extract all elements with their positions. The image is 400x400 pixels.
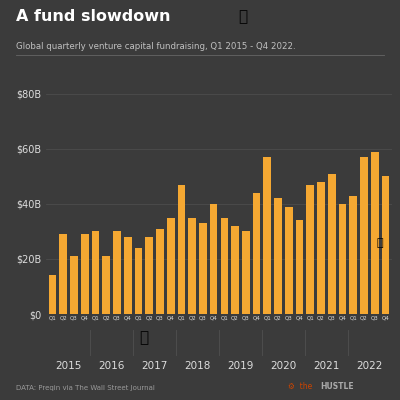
Bar: [102, 256, 110, 314]
Bar: [167, 218, 174, 314]
Bar: [59, 234, 67, 314]
Text: 🐌: 🐌: [377, 238, 384, 248]
Bar: [134, 248, 142, 314]
Point: [56, 312, 60, 316]
Text: 2016: 2016: [98, 361, 125, 371]
Text: 2015: 2015: [55, 361, 82, 371]
Point: [56, 312, 60, 317]
Text: 2021: 2021: [313, 361, 340, 371]
Point: [57, 312, 62, 317]
Text: ⚙  the: ⚙ the: [288, 382, 315, 391]
Bar: [339, 204, 346, 314]
Text: 🐌: 🐌: [238, 9, 247, 24]
Text: 🐌: 🐌: [139, 330, 148, 346]
Bar: [199, 223, 207, 314]
Point: [52, 312, 56, 316]
Bar: [210, 204, 218, 314]
Bar: [220, 218, 228, 314]
Point: [58, 312, 63, 316]
Text: A fund slowdown: A fund slowdown: [16, 9, 170, 24]
Point: [53, 312, 58, 317]
Bar: [145, 237, 153, 314]
Bar: [264, 157, 271, 314]
Point: [52, 312, 56, 317]
Bar: [274, 198, 282, 314]
Bar: [188, 218, 196, 314]
Point: [57, 312, 62, 316]
Text: 2022: 2022: [356, 361, 383, 371]
Text: 2019: 2019: [227, 361, 254, 371]
Point: [60, 312, 64, 316]
Bar: [317, 182, 325, 314]
Bar: [350, 196, 357, 314]
Bar: [156, 229, 164, 314]
Text: 2020: 2020: [270, 361, 296, 371]
Bar: [296, 220, 304, 314]
Bar: [92, 232, 99, 314]
Bar: [382, 176, 390, 314]
Bar: [81, 234, 88, 314]
Bar: [253, 193, 260, 314]
Bar: [328, 174, 336, 314]
Bar: [231, 226, 239, 314]
Bar: [285, 207, 293, 314]
Text: Global quarterly venture capital fundraising, Q1 2015 - Q4 2022.: Global quarterly venture capital fundrai…: [16, 42, 296, 51]
Bar: [48, 276, 56, 314]
Point: [54, 312, 59, 317]
Bar: [113, 232, 121, 314]
Bar: [371, 152, 379, 314]
Text: HUSTLE: HUSTLE: [320, 382, 354, 391]
Point: [54, 312, 59, 316]
Text: 2017: 2017: [141, 361, 168, 371]
Bar: [360, 157, 368, 314]
Point: [58, 312, 63, 317]
Bar: [242, 232, 250, 314]
Text: DATA: Preqin via The Wall Street Journal: DATA: Preqin via The Wall Street Journal: [16, 385, 155, 391]
Point: [60, 312, 64, 317]
Point: [53, 312, 58, 316]
Text: 2018: 2018: [184, 361, 211, 371]
Bar: [178, 185, 185, 314]
Bar: [124, 237, 132, 314]
Bar: [70, 256, 78, 314]
Bar: [306, 185, 314, 314]
